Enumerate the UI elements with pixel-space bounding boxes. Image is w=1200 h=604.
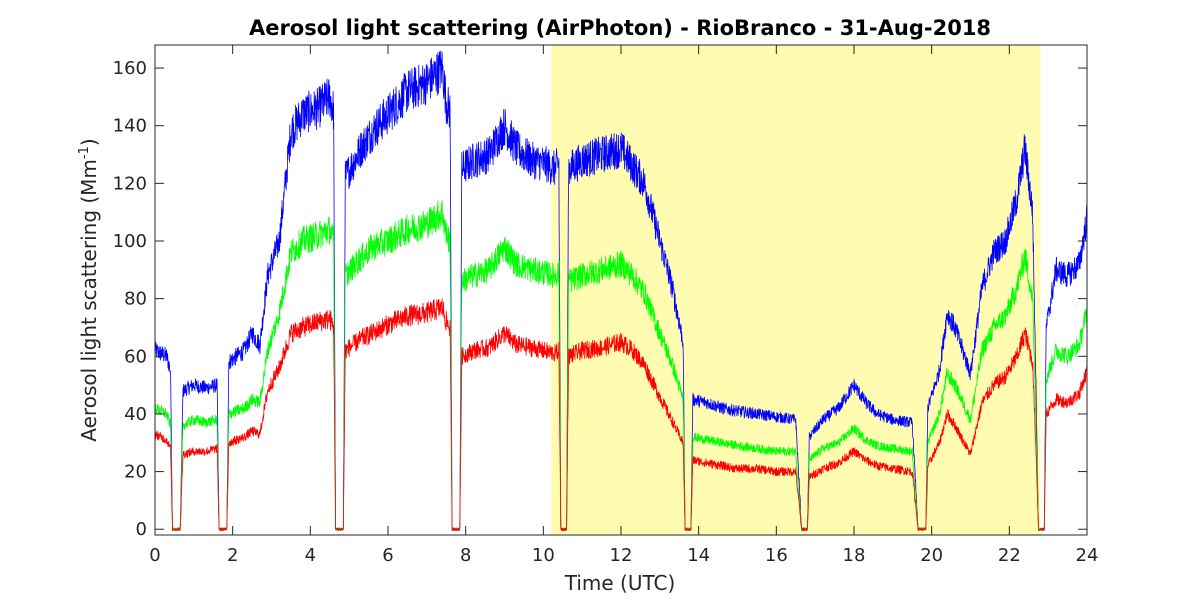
x-tick-label: 4 (305, 545, 316, 566)
x-tick-label: 6 (382, 545, 393, 566)
x-axis-label: Time (UTC) (564, 571, 676, 595)
x-tick-label: 20 (920, 545, 943, 566)
y-tick-label: 160 (113, 58, 147, 79)
series-line-1 (154, 200, 1088, 532)
series-line-0 (154, 50, 1088, 532)
x-tick-label: 18 (843, 545, 866, 566)
y-tick-label: 80 (124, 289, 147, 310)
x-tick-label: 24 (1076, 545, 1099, 566)
x-tick-label: 14 (687, 545, 710, 566)
y-tick-label: 60 (124, 346, 147, 367)
y-axis-label-main: Aerosol light scattering (Mm (77, 159, 101, 442)
series-line-2 (154, 298, 1088, 532)
y-axis: 0 20 40 60 80 100 120 140 160 (113, 58, 1087, 540)
x-tick-label: 12 (610, 545, 633, 566)
x-tick-label: 0 (149, 545, 160, 566)
y-axis-label-superscript: -1 (77, 146, 92, 159)
y-tick-label: 120 (113, 173, 147, 194)
x-tick-label: 22 (998, 545, 1021, 566)
y-axis-label-close: ) (77, 138, 101, 146)
x-axis: 0 2 4 6 8 10 12 14 16 18 20 22 24 (149, 45, 1098, 566)
x-tick-label: 2 (227, 545, 238, 566)
y-axis-label: Aerosol light scattering (Mm-1) (77, 138, 101, 441)
plot-area (154, 44, 1088, 536)
x-tick-label: 16 (765, 545, 788, 566)
y-tick-label: 40 (124, 404, 147, 425)
y-tick-label: 140 (113, 116, 147, 137)
series-group (154, 50, 1088, 532)
x-tick-label: 10 (532, 545, 555, 566)
x-tick-label: 8 (460, 545, 471, 566)
chart-title: Aerosol light scattering (AirPhoton) - R… (249, 16, 991, 40)
y-tick-label: 100 (113, 231, 147, 252)
y-tick-label: 20 (124, 462, 147, 483)
y-tick-label: 0 (136, 519, 147, 540)
highlight-band (551, 45, 1041, 535)
